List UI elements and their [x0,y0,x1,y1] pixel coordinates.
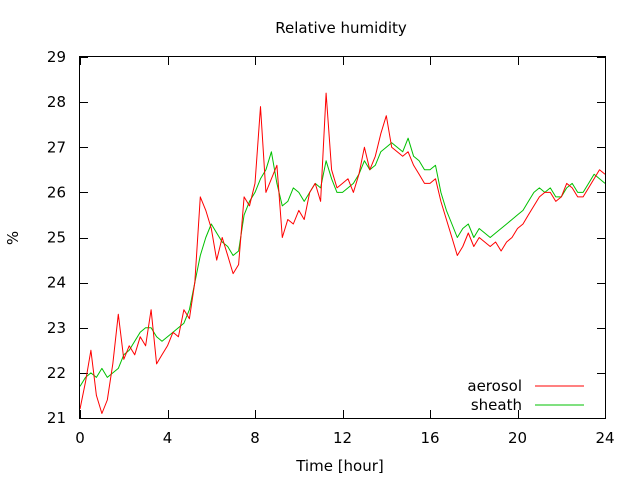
y-tick-label: 28 [47,93,66,111]
plot-frame [79,56,606,419]
x-tick-label: 8 [250,429,260,447]
y-tick-label: 29 [47,48,66,66]
x-tick-label: 0 [75,429,85,447]
axis-ticks: 0 4 8 12 16 20 24 21 22 23 24 25 26 27 28 29 [47,48,615,447]
series-layer [79,92,606,414]
x-tick-label: 12 [333,429,352,447]
y-axis-label: % [4,231,22,245]
x-tick-label: 16 [420,429,439,447]
legend-label-sheath: sheath [471,396,522,414]
series-line-aerosol [79,92,606,414]
y-tick-label: 21 [47,409,66,427]
x-axis-label: Time [hour] [295,457,384,475]
y-tick-label: 24 [47,274,66,292]
y-tick-label: 23 [47,319,66,337]
y-tick-label: 26 [47,183,66,201]
y-tick-label: 25 [47,229,66,247]
series-line-sheath [79,137,606,387]
legend: aerosol sheath [467,377,584,414]
x-tick-label: 24 [595,429,614,447]
y-tick-label: 22 [47,364,66,382]
y-tick-label: 27 [47,138,66,156]
x-tick-label: 4 [163,429,173,447]
x-tick-label: 20 [508,429,527,447]
chart-title: Relative humidity [275,19,407,37]
legend-label-aerosol: aerosol [467,377,522,395]
